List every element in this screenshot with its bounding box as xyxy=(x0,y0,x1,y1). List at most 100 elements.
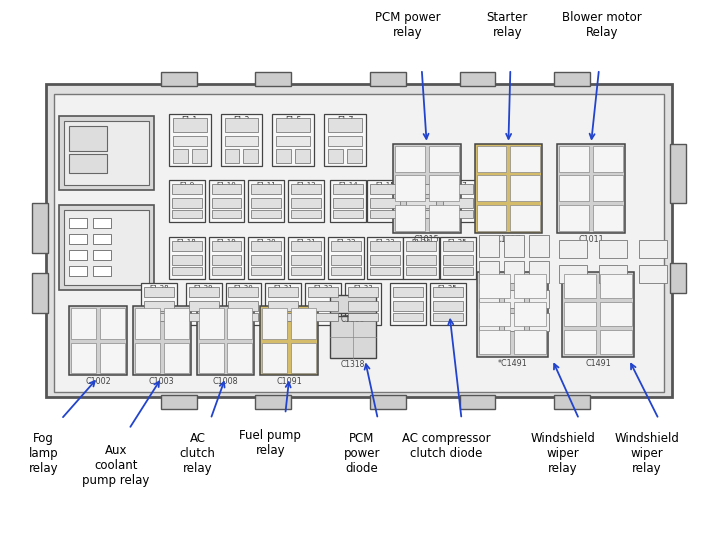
Bar xyxy=(370,395,406,409)
Bar xyxy=(564,274,596,298)
Text: F1.29: F1.29 xyxy=(194,285,214,291)
Bar xyxy=(331,267,361,275)
Text: Blower motor
Relay: Blower motor Relay xyxy=(562,11,642,39)
Bar xyxy=(248,181,284,222)
Bar xyxy=(288,181,324,222)
Bar xyxy=(161,72,197,86)
Bar xyxy=(600,302,632,326)
Bar xyxy=(252,210,281,218)
Bar xyxy=(69,266,87,276)
Bar xyxy=(133,306,190,376)
Bar xyxy=(477,146,506,171)
Bar xyxy=(93,218,111,228)
Bar xyxy=(433,313,462,321)
Bar xyxy=(226,283,262,324)
Bar xyxy=(474,144,542,233)
Bar xyxy=(599,240,627,258)
Text: F1.20: F1.20 xyxy=(257,239,276,245)
Bar xyxy=(395,146,424,171)
Bar xyxy=(440,237,475,279)
Bar xyxy=(403,181,439,222)
Bar xyxy=(199,308,223,338)
Bar xyxy=(135,343,160,374)
Bar xyxy=(144,313,173,321)
Bar xyxy=(443,210,472,218)
Bar xyxy=(331,255,361,265)
Bar xyxy=(370,72,406,86)
Bar xyxy=(308,301,338,311)
Bar xyxy=(393,313,423,321)
Text: F1.18: F1.18 xyxy=(177,239,197,245)
Bar xyxy=(71,308,96,338)
Bar xyxy=(479,261,499,283)
Bar xyxy=(406,241,436,251)
Text: PCM
power
diode: PCM power diode xyxy=(344,432,380,475)
Bar xyxy=(69,250,87,260)
Bar xyxy=(272,114,314,165)
Text: F1.30: F1.30 xyxy=(233,285,253,291)
Bar xyxy=(228,308,252,338)
Bar xyxy=(164,343,189,374)
Bar xyxy=(69,154,107,174)
Bar xyxy=(593,176,623,202)
Bar xyxy=(64,121,149,185)
Bar xyxy=(479,274,510,298)
Text: C1008: C1008 xyxy=(213,377,238,386)
Bar xyxy=(479,302,510,326)
Text: Starter
relay: Starter relay xyxy=(486,11,528,39)
Bar xyxy=(265,283,301,324)
Bar xyxy=(262,343,287,374)
Text: F1.7: F1.7 xyxy=(337,116,353,125)
Bar xyxy=(69,126,107,150)
Bar xyxy=(403,237,439,279)
Bar xyxy=(433,287,462,297)
Bar xyxy=(255,72,291,86)
Bar xyxy=(510,205,540,231)
Bar xyxy=(224,149,240,163)
Bar xyxy=(559,205,589,231)
Bar xyxy=(440,181,475,222)
Text: C1011: C1011 xyxy=(578,235,604,244)
Text: Fog
lamp
relay: Fog lamp relay xyxy=(28,432,58,475)
Text: Windshield
wiper
relay: Windshield wiper relay xyxy=(614,432,680,475)
Bar xyxy=(504,313,525,331)
Bar xyxy=(395,205,424,231)
Bar xyxy=(252,198,281,208)
Bar xyxy=(599,265,627,283)
Bar xyxy=(554,72,590,86)
Bar xyxy=(308,287,338,297)
Bar xyxy=(276,136,310,146)
Text: PCM power
relay: PCM power relay xyxy=(375,11,441,39)
Bar xyxy=(345,283,381,324)
Bar xyxy=(248,237,284,279)
Bar xyxy=(347,149,362,163)
Text: F1.3: F1.3 xyxy=(233,116,250,125)
Text: Windshield
wiper
relay: Windshield wiper relay xyxy=(531,432,596,475)
Bar xyxy=(269,313,298,321)
Bar xyxy=(305,283,341,324)
Bar xyxy=(168,181,204,222)
Bar xyxy=(291,210,321,218)
Text: F1.22: F1.22 xyxy=(336,239,356,245)
Bar xyxy=(529,313,549,331)
Text: F1.10: F1.10 xyxy=(216,182,236,189)
Bar xyxy=(370,184,400,195)
Bar xyxy=(330,295,376,313)
Bar xyxy=(370,241,400,251)
Text: Aux
coolant
pump relay: Aux coolant pump relay xyxy=(82,444,149,487)
Bar xyxy=(529,261,549,283)
Text: F1.11: F1.11 xyxy=(257,182,276,189)
Bar xyxy=(333,198,363,208)
Bar xyxy=(172,210,202,218)
Text: C1091: C1091 xyxy=(276,377,302,386)
Bar xyxy=(291,267,321,275)
Bar xyxy=(593,205,623,231)
Bar xyxy=(479,330,510,354)
Bar xyxy=(168,237,204,279)
Text: F1.24: F1.24 xyxy=(411,239,431,245)
Bar xyxy=(328,149,343,163)
Bar xyxy=(515,302,546,326)
Bar xyxy=(559,265,587,283)
Text: F1.14: F1.14 xyxy=(338,182,358,189)
Bar xyxy=(71,343,96,374)
